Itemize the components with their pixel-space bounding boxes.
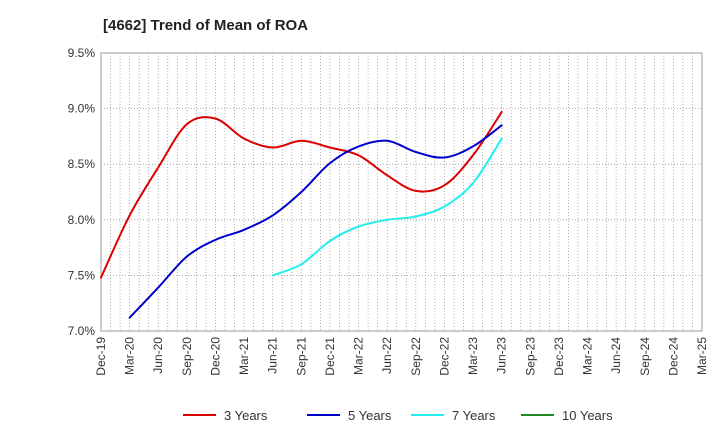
x-tick-label: Sep-21 [294, 337, 308, 376]
x-tick-label: Mar-24 [581, 337, 595, 375]
x-tick-label: Sep-22 [409, 337, 423, 376]
series-line-3-years [100, 110, 503, 279]
x-axis-ticks: Dec-19 Mar-20 Jun-20 Sep-20 Dec-20 Mar-21 Jun-… [94, 337, 709, 376]
x-tick-label: Sep-20 [180, 337, 194, 376]
plot-area [100, 52, 703, 332]
x-tick-label: Jun-23 [495, 337, 509, 374]
x-tick-label: Dec-23 [552, 337, 566, 376]
x-tick-label: Mar-23 [466, 337, 480, 375]
x-tick-label: Mar-21 [237, 337, 251, 375]
x-tick-label: Jun-24 [609, 337, 623, 374]
x-tick-label: Dec-22 [437, 337, 451, 376]
x-tick-label: Mar-22 [352, 337, 366, 375]
legend-label: 10 Years [562, 408, 613, 423]
y-tick-label: 7.5% [68, 268, 96, 282]
series-lines [100, 110, 503, 319]
x-tick-label: Dec-20 [208, 337, 222, 376]
x-tick-label: Sep-23 [523, 337, 537, 376]
legend-label: 7 Years [452, 408, 496, 423]
x-tick-label: Dec-21 [323, 337, 337, 376]
y-tick-label: 8.0% [68, 213, 96, 227]
y-tick-label: 9.0% [68, 102, 96, 116]
x-tick-label: Dec-19 [94, 337, 108, 376]
series-line-5-years [128, 124, 503, 319]
y-tick-label: 9.5% [68, 46, 96, 60]
x-tick-label: Jun-22 [380, 337, 394, 374]
y-tick-label: 8.5% [68, 157, 96, 171]
x-tick-label: Jun-21 [266, 337, 280, 374]
y-tick-label: 7.0% [68, 324, 96, 338]
chart-title: [4662] Trend of Mean of ROA [103, 17, 308, 34]
x-tick-label: Sep-24 [638, 337, 652, 376]
series-line-7-years [271, 137, 503, 277]
x-tick-label: Jun-20 [151, 337, 165, 374]
legend-label: 5 Years [348, 408, 392, 423]
legend-label: 3 Years [224, 408, 268, 423]
x-tick-label: Mar-25 [695, 337, 709, 375]
legend: 3 Years 5 Years 7 Years 10 Years [183, 408, 613, 423]
x-tick-label: Mar-20 [123, 337, 137, 375]
y-axis-ticks: 7.0% 7.5% 8.0% 8.5% 9.0% 9.5% [68, 46, 96, 338]
x-tick-label: Dec-24 [666, 337, 680, 376]
